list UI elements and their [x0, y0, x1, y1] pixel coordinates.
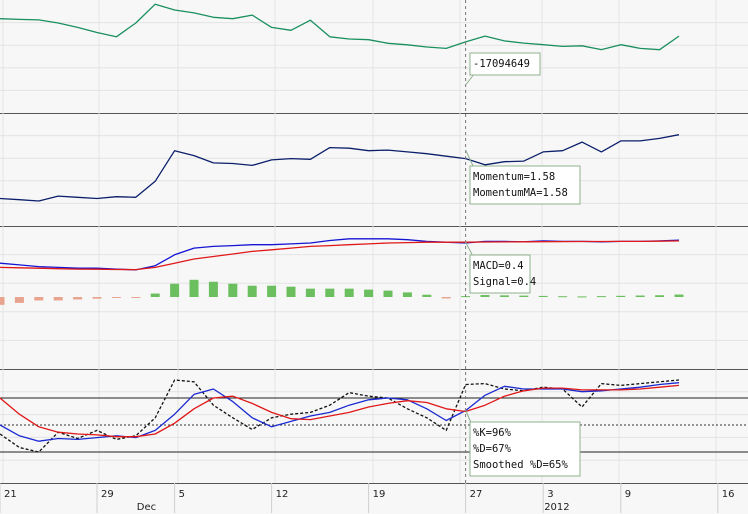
macd-histogram-bar-10	[189, 279, 199, 297]
x-tick-label-21: 21	[4, 489, 17, 500]
x-tick-label-19: 19	[373, 489, 386, 500]
macd-histogram-bar-31	[596, 296, 606, 298]
macd-series-signal	[0, 240, 680, 271]
macd-histogram-bar-15	[286, 286, 296, 297]
x-axis: 21 29 5 12 19 27 3 9 16 Dec 2012	[0, 483, 735, 513]
macd-histogram-bar-27	[519, 295, 529, 297]
x-tick-label-29: 29	[101, 489, 114, 500]
stochastic-tooltip-box	[469, 421, 581, 477]
x-secondary-label-Dec: Dec	[137, 502, 156, 513]
macd-histogram-bar-35	[674, 294, 684, 297]
momentum-tooltip-text-0: Momentum=1.58	[473, 171, 555, 183]
macd-histogram-bar-32	[616, 295, 626, 297]
macd-histogram-bar-5	[92, 297, 102, 299]
macd-histogram-bar-23	[441, 297, 451, 299]
macd-histogram-bar-34	[655, 295, 665, 297]
macd-histogram-bar-22	[422, 294, 432, 297]
macd-histogram-bar-14	[267, 285, 277, 297]
macd-tooltip-text-0: MACD=0.4	[473, 260, 524, 272]
obv-tooltip-text-0: -17094649	[473, 58, 530, 70]
obv-tooltip-box	[469, 52, 541, 76]
macd-histogram-bar-16	[305, 288, 315, 297]
momentum-series-momentum	[0, 134, 680, 202]
momentum-tooltip-text-1: MomentumMA=1.58	[473, 187, 568, 199]
macd-histogram-bar-30	[577, 296, 587, 298]
macd-histogram-bar-2	[34, 297, 44, 301]
stochastic-series-smoothed-d	[0, 384, 680, 438]
macd-histogram-bar-21	[402, 292, 412, 297]
macd-tooltip-text-1: Signal=0.4	[473, 276, 536, 288]
series-layer	[0, 3, 748, 453]
obv-series-obv	[0, 3, 680, 51]
macd-histogram-bar-4	[73, 297, 83, 300]
macd-histogram-bar-12	[228, 283, 238, 297]
x-tick-label-16: 16	[722, 489, 735, 500]
x-tick-label-5: 5	[179, 489, 185, 500]
stochastic-tooltip-text-1: %D=67%	[473, 443, 512, 455]
macd-histogram-bar-11	[208, 281, 218, 297]
macd-histogram-bar-25	[480, 295, 490, 297]
macd-histogram-bar-6	[111, 297, 121, 298]
x-tick-label-3: 3	[547, 489, 553, 500]
stochastic-tooltip-text-0: %K=96%	[473, 427, 512, 439]
macd-histogram-bar-8	[150, 293, 160, 297]
stochastic-tooltip-text-2: Smoothed %D=65%	[473, 459, 569, 471]
macd-histogram-bar-26	[499, 295, 509, 297]
macd-histogram-bar-20	[383, 290, 393, 297]
momentum-tooltip-box	[469, 165, 581, 205]
x-secondary-label-2012: 2012	[544, 502, 569, 513]
macd-histogram-bar-18	[344, 288, 354, 297]
stochastic-series--k	[0, 379, 680, 453]
tooltip-layer: -17094649 Momentum=1.58 MomentumMA=1.58 MAC…	[465, 52, 581, 477]
x-tick-label-12: 12	[276, 489, 289, 500]
macd-histogram-bar-3	[53, 297, 63, 301]
macd-histogram-bar-28	[538, 295, 548, 297]
macd-histogram-bar-17	[325, 288, 335, 297]
macd-histogram-bar-33	[635, 295, 645, 297]
macd-histogram-bar-1	[14, 297, 24, 303]
macd-histogram-bar-19	[364, 289, 374, 297]
macd-histogram-bar-7	[131, 297, 141, 298]
macd-histogram-bar-29	[558, 296, 568, 298]
grid-lines	[0, 0, 748, 484]
macd-histogram-bar-0	[0, 297, 5, 305]
macd-histogram-bar-9	[170, 283, 180, 297]
macd-tooltip-box	[469, 254, 531, 294]
x-tick-label-9: 9	[625, 489, 631, 500]
macd-histogram-bar-13	[247, 285, 257, 297]
x-tick-label-27: 27	[470, 489, 483, 500]
